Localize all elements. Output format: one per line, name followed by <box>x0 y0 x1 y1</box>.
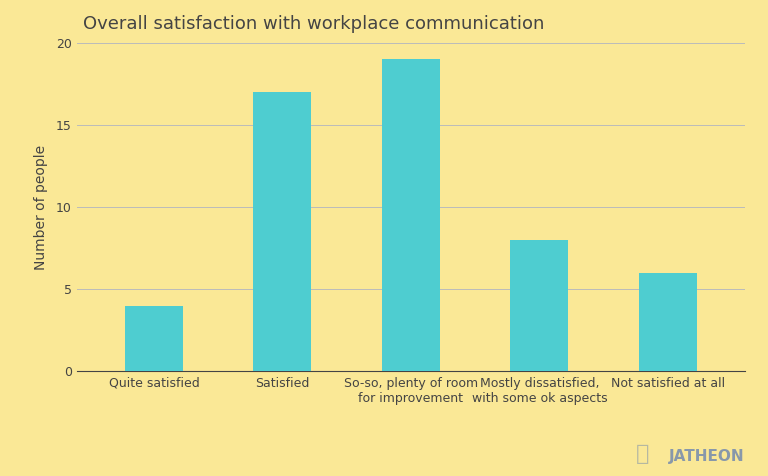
Text: JATHEON: JATHEON <box>670 449 745 464</box>
Bar <box>253 92 311 371</box>
Bar <box>382 59 440 371</box>
Bar <box>511 240 568 371</box>
Bar <box>125 306 183 371</box>
Bar <box>639 273 697 371</box>
Y-axis label: Number of people: Number of people <box>34 145 48 269</box>
Text: 🦊: 🦊 <box>636 444 649 464</box>
Text: Overall satisfaction with workplace communication: Overall satisfaction with workplace comm… <box>84 15 545 33</box>
